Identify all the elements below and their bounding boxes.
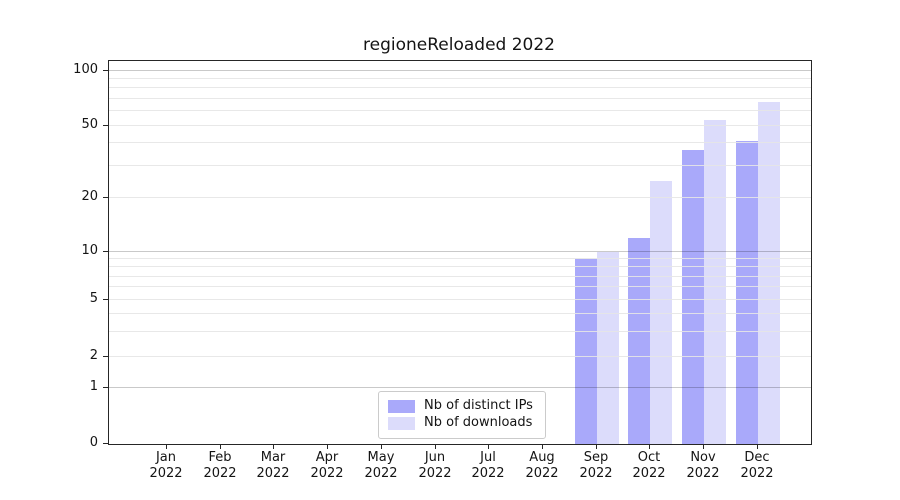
x-tick-label-jul: Jul 2022: [471, 450, 505, 481]
y-tick-label-5: 5: [89, 291, 98, 306]
bar-distinct-ips-dec: [736, 141, 758, 444]
x-tick-mark-apr: [327, 444, 328, 449]
bar-downloads-nov: [704, 120, 726, 444]
y-tick-label-100: 100: [73, 62, 98, 77]
x-tick-label-aug: Aug 2022: [525, 450, 559, 481]
bar-distinct-ips-nov: [682, 150, 704, 444]
x-tick-label-apr: Apr 2022: [310, 450, 344, 481]
y-tick-label-10: 10: [81, 243, 98, 258]
y-tick-mark-0: [103, 443, 108, 444]
legend-item-downloads: Nb of downloads: [388, 415, 537, 431]
y-tick-mark-20: [103, 197, 108, 198]
x-tick-label-nov: Nov 2022: [686, 450, 720, 481]
gridline-4: [109, 313, 811, 314]
y-tick-label-0: 0: [89, 435, 98, 450]
gridline-5: [109, 299, 811, 300]
plot-area: Nb of distinct IPs Nb of downloads: [108, 60, 812, 445]
gridline-7: [109, 276, 811, 277]
gridline-1: [109, 387, 811, 388]
gridline-70: [109, 98, 811, 99]
bar-distinct-ips-sep: [575, 259, 597, 444]
gridline-60: [109, 110, 811, 111]
gridline-9: [109, 258, 811, 259]
bar-downloads-sep: [597, 252, 619, 444]
bar-downloads-oct: [650, 181, 672, 444]
x-tick-label-mar: Mar 2022: [256, 450, 290, 481]
x-tick-mark-dec: [757, 444, 758, 449]
x-tick-mark-feb: [220, 444, 221, 449]
gridline-3: [109, 331, 811, 332]
y-tick-mark-10: [103, 251, 108, 252]
x-tick-mark-jan: [166, 444, 167, 449]
gridline-40: [109, 142, 811, 143]
legend-item-distinct-ips: Nb of distinct IPs: [388, 398, 537, 414]
x-tick-label-feb: Feb 2022: [203, 450, 237, 481]
x-tick-mark-aug: [542, 444, 543, 449]
legend-swatch-distinct-ips: [388, 399, 415, 413]
x-tick-label-may: May 2022: [364, 450, 398, 481]
x-tick-mark-oct: [649, 444, 650, 449]
legend-label-distinct-ips: Nb of distinct IPs: [424, 398, 533, 413]
x-tick-label-dec: Dec 2022: [740, 450, 774, 481]
x-tick-mark-nov: [703, 444, 704, 449]
gridline-6: [109, 286, 811, 287]
gridline-90: [109, 78, 811, 79]
y-tick-label-20: 20: [81, 189, 98, 204]
bar-distinct-ips-oct: [628, 238, 650, 444]
y-tick-mark-2: [103, 356, 108, 357]
gridline-20: [109, 197, 811, 198]
gridline-80: [109, 87, 811, 88]
y-tick-label-50: 50: [81, 117, 98, 132]
gridline-30: [109, 165, 811, 166]
x-tick-label-jun: Jun 2022: [418, 450, 452, 481]
y-tick-mark-50: [103, 125, 108, 126]
x-tick-mark-jul: [488, 444, 489, 449]
bar-downloads-dec: [758, 102, 780, 444]
gridline-10: [109, 251, 811, 252]
gridline-8: [109, 266, 811, 267]
y-tick-mark-5: [103, 299, 108, 300]
x-tick-mark-mar: [273, 444, 274, 449]
x-tick-label-jan: Jan 2022: [149, 450, 183, 481]
legend-swatch-downloads: [388, 416, 415, 430]
x-tick-label-sep: Sep 2022: [579, 450, 613, 481]
gridline-50: [109, 125, 811, 126]
x-tick-mark-may: [381, 444, 382, 449]
y-tick-mark-100: [103, 70, 108, 71]
x-tick-mark-jun: [435, 444, 436, 449]
y-tick-label-2: 2: [89, 348, 98, 363]
gridline-2: [109, 356, 811, 357]
y-tick-label-1: 1: [89, 379, 98, 394]
legend-label-downloads: Nb of downloads: [424, 415, 533, 430]
y-tick-mark-1: [103, 387, 108, 388]
x-tick-mark-sep: [596, 444, 597, 449]
x-tick-label-oct: Oct 2022: [632, 450, 666, 481]
gridline-100: [109, 70, 811, 71]
legend: Nb of distinct IPs Nb of downloads: [378, 391, 546, 439]
chart-title: regioneReloaded 2022: [363, 35, 555, 55]
